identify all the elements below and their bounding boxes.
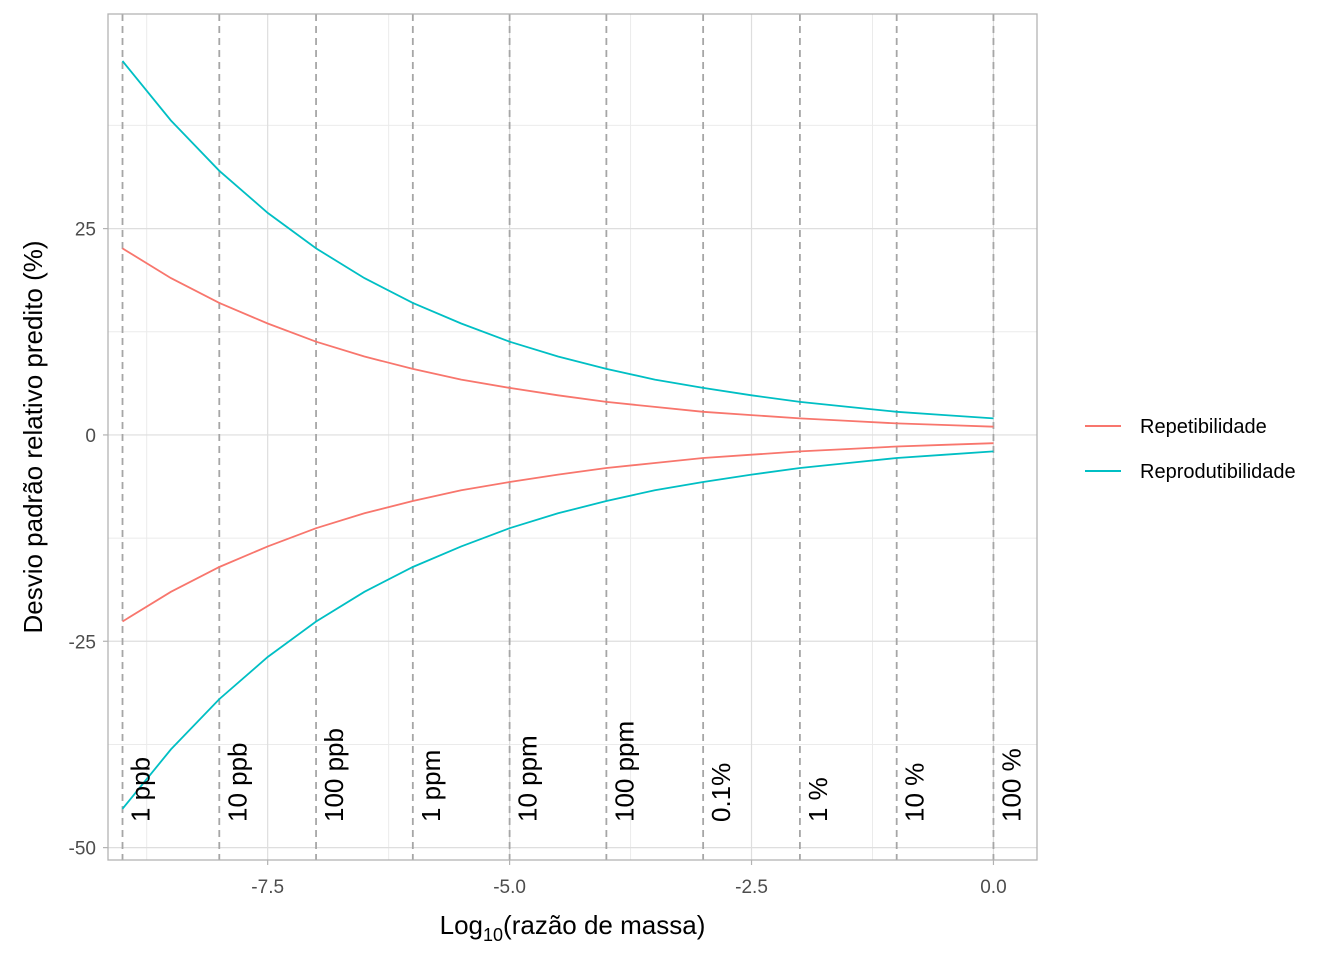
y-tick-label: -50 [69, 839, 96, 860]
x-tick-label: -5.0 [493, 877, 526, 898]
grid [108, 14, 1037, 860]
legend-label-reprodutibilidade: Reprodutibilidade [1140, 461, 1296, 483]
x-axis-title-main: Log [440, 910, 483, 940]
reference-line-label: 1 % [803, 777, 833, 822]
y-tick-label: 0 [85, 426, 96, 447]
reference-lines [121, 14, 995, 860]
y-axis-title: Desvio padrão relativo predito (%) [18, 240, 48, 633]
reference-line-label: 0.1% [706, 763, 736, 822]
reference-line-label: 1 ppb [126, 757, 156, 822]
reference-line-label: 1 ppm [416, 750, 446, 822]
x-tick-label: 0.0 [980, 877, 1006, 898]
reference-line-label: 10 % [900, 763, 930, 822]
x-axis-title: Log10(razão de massa) [440, 910, 706, 945]
x-axis-title-rest: (razão de massa) [503, 910, 705, 940]
y-tick-label: 25 [75, 220, 96, 241]
series-line-reprodutibilidade-lower [121, 450, 994, 810]
x-tick-label: -7.5 [251, 877, 284, 898]
reference-line-label: 100 ppb [319, 728, 349, 822]
reference-line-label: 10 ppb [222, 742, 252, 822]
reference-line-label: 100 % [996, 748, 1026, 822]
series-line-repetibilidade-lower [122, 442, 994, 623]
reference-line-label: 100 ppm [609, 721, 639, 822]
x-tick-label: -2.5 [735, 877, 768, 898]
legend: Repetibilidade Reprodutibilidade [1085, 416, 1296, 483]
series-lines [121, 60, 994, 810]
series-line-reprodutibilidade-upper [121, 60, 994, 420]
y-axis-ticks: 25 0 -25 -50 [69, 220, 108, 860]
panel-border [107, 13, 1038, 861]
x-axis-ticks: -7.5 -5.0 -2.5 0.0 [251, 860, 1007, 898]
reference-line-labels: 1 ppb 10 ppb 100 ppb 1 ppm 10 ppm 100 ppm 0.1%… [126, 721, 1027, 822]
series-line-repetibilidade-upper [122, 247, 994, 428]
reference-line-label: 10 ppm [513, 735, 543, 822]
y-tick-label: -25 [69, 632, 96, 653]
x-axis-title-subscript: 10 [483, 925, 503, 945]
legend-label-repetibilidade: Repetibilidade [1140, 416, 1267, 438]
